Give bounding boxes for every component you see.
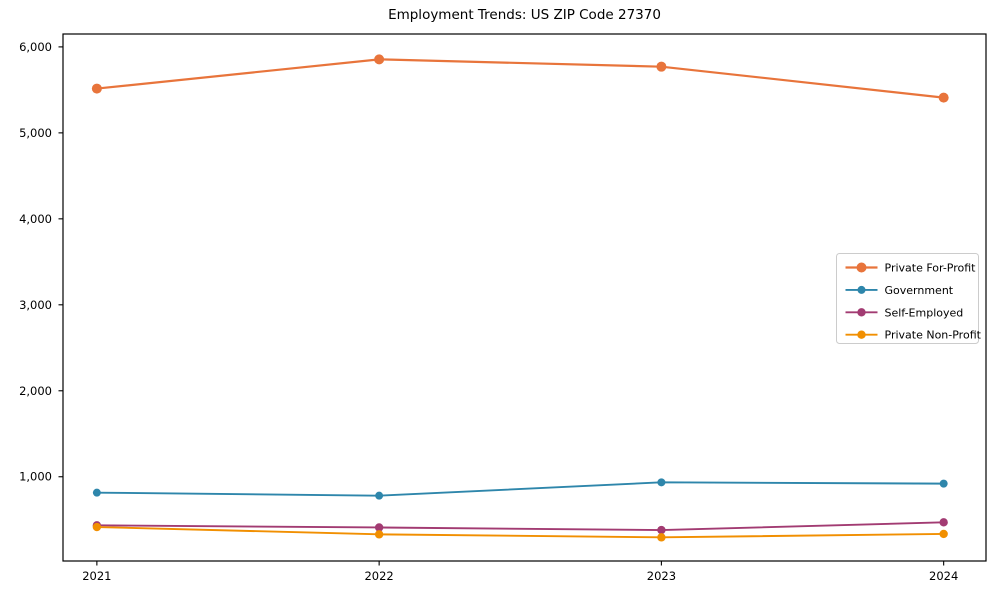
data-point-private-non-profit-2022 — [374, 530, 384, 539]
legend-label-self-employed: Self-Employed — [885, 306, 964, 319]
data-point-government-2021 — [92, 488, 101, 497]
data-point-private-non-profit-2024 — [939, 529, 948, 539]
data-point-private-for-profit-2021 — [91, 83, 102, 94]
series-line-private-for-profit — [95, 58, 945, 99]
data-point-private-for-profit-2024 — [938, 92, 949, 103]
data-point-self-employed-2022 — [374, 523, 384, 532]
data-point-government-2022 — [375, 491, 384, 500]
y-tick-label: 1,000 — [19, 470, 52, 484]
data-point-private-non-profit-2023 — [657, 533, 666, 542]
legend-marker-self-employed — [857, 308, 866, 317]
series-line-government — [95, 481, 945, 497]
legend-marker-private-non-profit — [857, 330, 866, 339]
data-point-private-for-profit-2022 — [374, 54, 385, 65]
y-tick-label: 4,000 — [19, 212, 52, 226]
legend-marker-government — [857, 285, 866, 294]
data-point-self-employed-2024 — [939, 518, 948, 527]
y-tick-label: 2,000 — [19, 384, 52, 398]
legend-label-private-for-profit: Private For-Profit — [885, 262, 977, 275]
data-point-private-for-profit-2023 — [656, 61, 667, 72]
series-line-private-non-profit — [95, 526, 945, 539]
x-tick-label: 2024 — [929, 569, 958, 583]
y-tick-label: 5,000 — [19, 126, 52, 140]
chart-title: Employment Trends: US ZIP Code 27370 — [388, 7, 661, 23]
y-tick-label: 3,000 — [19, 298, 52, 312]
y-tick-label: 6,000 — [19, 40, 52, 54]
legend-label-government: Government — [885, 284, 954, 297]
legend-label-private-non-profit: Private Non-Profit — [885, 329, 982, 342]
data-point-private-non-profit-2021 — [92, 522, 102, 532]
data-point-self-employed-2023 — [657, 525, 666, 535]
data-point-government-2023 — [657, 478, 666, 487]
legend-box — [836, 253, 979, 344]
plot-frame — [62, 33, 987, 562]
legend-marker-private-for-profit — [856, 262, 867, 273]
series-line-self-employed — [95, 521, 945, 532]
x-tick-label: 2021 — [82, 569, 111, 583]
x-tick-label: 2022 — [364, 569, 393, 583]
data-point-government-2024 — [939, 479, 948, 488]
x-tick-label: 2023 — [647, 569, 676, 583]
